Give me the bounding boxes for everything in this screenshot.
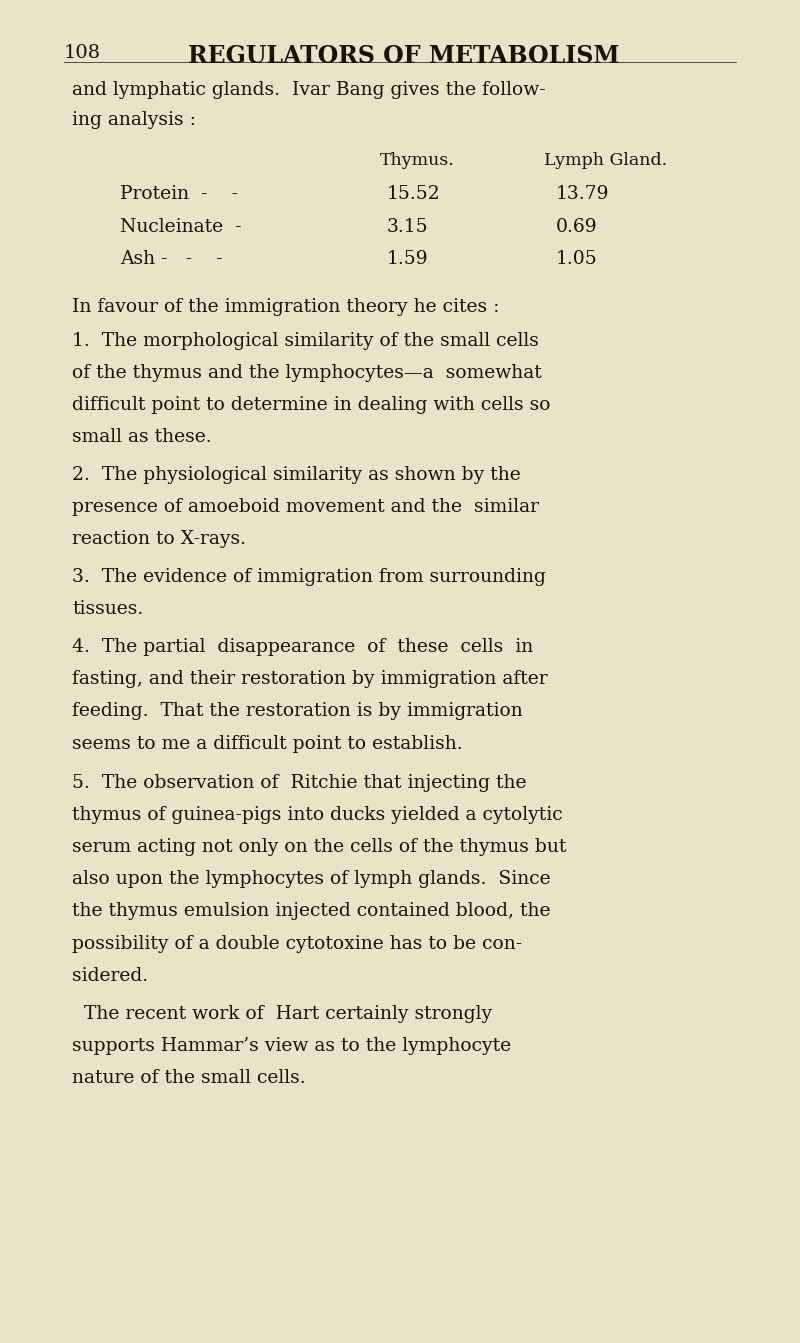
Text: 0.69: 0.69 — [556, 218, 598, 235]
Text: Nucleinate  -: Nucleinate - — [120, 218, 242, 235]
Text: thymus of guinea-pigs into ducks yielded a cytolytic: thymus of guinea-pigs into ducks yielded… — [72, 806, 562, 823]
Text: presence of amoeboid movement and the  similar: presence of amoeboid movement and the si… — [72, 498, 539, 516]
Text: of the thymus and the lymphocytes—a  somewhat: of the thymus and the lymphocytes—a some… — [72, 364, 542, 381]
Text: also upon the lymphocytes of lymph glands.  Since: also upon the lymphocytes of lymph gland… — [72, 870, 550, 888]
Text: seems to me a difficult point to establish.: seems to me a difficult point to establi… — [72, 735, 462, 752]
Text: possibility of a double cytotoxine has to be con-: possibility of a double cytotoxine has t… — [72, 935, 522, 952]
Text: In favour of the immigration theory he cites :: In favour of the immigration theory he c… — [72, 298, 499, 316]
Text: fasting, and their restoration by immigration after: fasting, and their restoration by immigr… — [72, 670, 548, 688]
Text: nature of the small cells.: nature of the small cells. — [72, 1069, 306, 1086]
Text: Protein  -    -: Protein - - — [120, 185, 238, 203]
Text: REGULATORS OF METABOLISM: REGULATORS OF METABOLISM — [188, 44, 619, 68]
Text: sidered.: sidered. — [72, 967, 148, 984]
Text: 4.  The partial  disappearance  of  these  cells  in: 4. The partial disappearance of these ce… — [72, 638, 534, 655]
Text: 3.15: 3.15 — [386, 218, 428, 235]
Text: 13.79: 13.79 — [556, 185, 610, 203]
Text: tissues.: tissues. — [72, 600, 143, 618]
Text: small as these.: small as these. — [72, 428, 212, 446]
Text: ing analysis :: ing analysis : — [72, 111, 196, 129]
Text: 1.59: 1.59 — [386, 250, 428, 267]
Text: Thymus.: Thymus. — [380, 152, 454, 169]
Text: Ash -   -    -: Ash - - - — [120, 250, 222, 267]
Text: 1.  The morphological similarity of the small cells: 1. The morphological similarity of the s… — [72, 332, 539, 349]
Text: the thymus emulsion injected contained blood, the: the thymus emulsion injected contained b… — [72, 902, 550, 920]
Text: supports Hammar’s view as to the lymphocyte: supports Hammar’s view as to the lymphoc… — [72, 1037, 511, 1054]
Text: feeding.  That the restoration is by immigration: feeding. That the restoration is by immi… — [72, 702, 522, 720]
Text: 15.52: 15.52 — [386, 185, 440, 203]
Text: and lymphatic glands.  Ivar Bang gives the follow-: and lymphatic glands. Ivar Bang gives th… — [72, 81, 546, 98]
Text: difficult point to determine in dealing with cells so: difficult point to determine in dealing … — [72, 396, 550, 414]
Text: The recent work of  Hart certainly strongly: The recent work of Hart certainly strong… — [84, 1005, 492, 1022]
Text: Lymph Gland.: Lymph Gland. — [544, 152, 667, 169]
Text: 3.  The evidence of immigration from surrounding: 3. The evidence of immigration from surr… — [72, 568, 546, 586]
Text: reaction to X-rays.: reaction to X-rays. — [72, 530, 246, 548]
Text: 2.  The physiological similarity as shown by the: 2. The physiological similarity as shown… — [72, 466, 521, 483]
Text: 5.  The observation of  Ritchie that injecting the: 5. The observation of Ritchie that injec… — [72, 774, 526, 791]
Text: serum acting not only on the cells of the thymus but: serum acting not only on the cells of th… — [72, 838, 566, 855]
Text: 1.05: 1.05 — [556, 250, 598, 267]
Text: 108: 108 — [64, 44, 101, 62]
